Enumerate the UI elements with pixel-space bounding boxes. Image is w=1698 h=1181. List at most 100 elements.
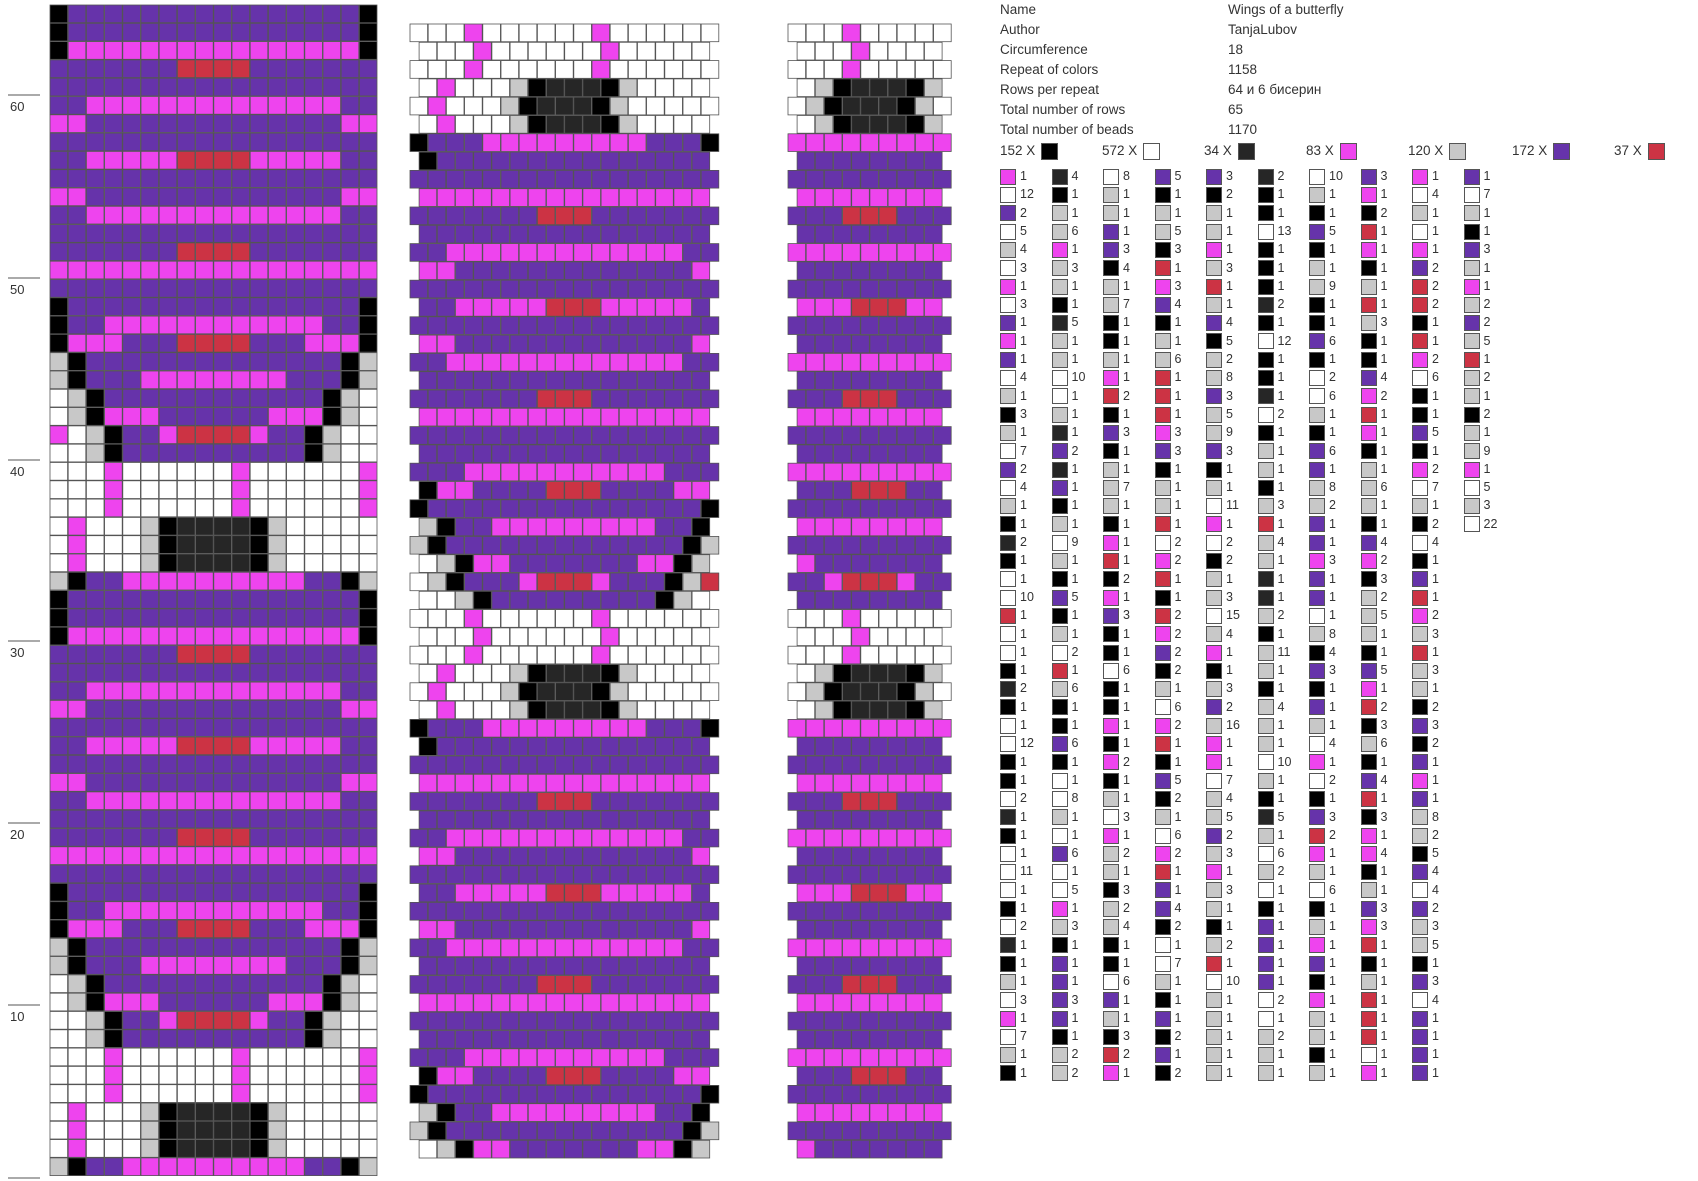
sequence-item: 3 [1051,991,1078,1009]
bead [249,498,269,518]
bead [609,169,629,189]
sequence-color-swatch [1257,589,1274,606]
bead [878,1048,898,1067]
bead [905,151,925,171]
bead [340,828,360,847]
sequence-item: 5 [1412,936,1439,954]
bead [805,645,825,665]
sequence-count: 1 [1329,718,1336,732]
bead [905,993,925,1013]
bead [436,993,456,1013]
bead [213,517,232,536]
sequence-item: 1 [1103,826,1130,844]
bead [869,151,888,171]
bead [231,96,251,115]
bead [358,388,378,408]
sequence-item: 2 [1412,826,1439,844]
sequence-count: 1 [1123,443,1130,458]
bead [609,572,629,592]
sequence-color-swatch [1412,534,1428,551]
bead [267,260,287,280]
bead [122,315,141,335]
sequence-count: 2 [1432,260,1439,275]
bead [842,169,861,189]
sequence-color-swatch [1257,736,1274,752]
sequence-item: 1 [1154,204,1181,222]
bead [358,279,378,298]
sequence-color-swatch [1463,351,1480,368]
sequence-count: 9 [1483,443,1491,458]
info-key: Total number of beads [1000,122,1134,137]
bead [122,4,141,24]
sequence-count: 3 [1226,260,1233,275]
bead [122,169,141,188]
bead [176,388,196,408]
bead [915,243,934,262]
sequence-count: 1 [1123,791,1130,806]
bead [231,1102,251,1122]
bead [787,1121,807,1141]
bead [464,572,483,592]
sequence-color-swatch [1103,479,1119,496]
bead [86,407,105,426]
bead [787,133,807,152]
bead [409,1085,429,1104]
sequence-count: 4 [1123,919,1130,934]
sequence-color-swatch [1309,754,1325,771]
bead [195,1102,214,1122]
bead [527,78,547,98]
sequence-color-swatch [1463,168,1480,185]
bead [286,169,305,188]
bead [158,1157,178,1177]
bead [814,517,834,537]
sequence-item: 1 [1360,826,1387,844]
bead [122,279,141,298]
sequence-color-swatch [1309,882,1325,899]
bead [473,554,492,573]
sequence-item: 1 [1309,606,1336,624]
sequence-count: 1 [1226,223,1233,238]
bead [555,609,574,628]
bead [213,736,232,756]
bead [664,279,683,299]
sequence-item: 2 [1360,551,1387,569]
bead [140,535,160,554]
sequence-count: 1 [1432,223,1439,238]
bead [409,645,429,665]
bead [427,462,447,482]
bead [851,1030,870,1049]
bead [814,554,834,573]
sequence-item: 1 [1154,570,1181,588]
sequence-color-swatch [1000,662,1016,679]
bead [267,114,287,133]
bead [158,96,178,115]
sequence-color-swatch [1309,351,1325,368]
bead [140,77,160,97]
bead [924,1103,943,1122]
sequence-color-swatch [1000,699,1016,716]
bead [267,1084,287,1103]
bead [537,975,556,994]
sequence-item: 6 [1309,881,1336,899]
sequence-color-swatch [1360,516,1377,533]
bead [340,590,360,609]
bead [231,205,251,225]
bead [646,499,665,518]
sequence-color-swatch [1154,992,1171,1009]
sequence-count: 3 [1071,260,1079,275]
sequence-count: 1 [1071,937,1079,952]
bead [304,22,323,42]
bead [267,974,287,994]
sequence-color-swatch [1154,516,1171,533]
bead [609,279,629,299]
bead [869,334,888,354]
bead [104,700,123,719]
bead [86,901,105,920]
bead [213,681,232,701]
bead [491,1139,510,1159]
bead [896,279,916,299]
bead [176,663,196,682]
bead [195,370,214,390]
bead [86,462,105,481]
sequence-count: 7 [1432,480,1439,495]
